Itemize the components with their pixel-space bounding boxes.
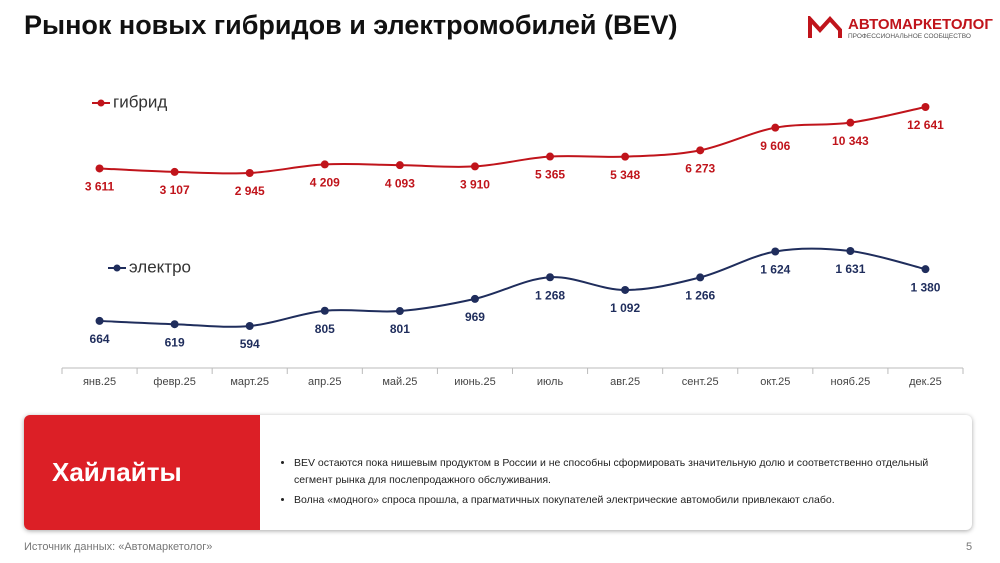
data-label: 969 [465,310,485,324]
x-tick-label: май.25 [382,376,417,388]
point [470,162,479,171]
point [771,123,780,132]
point [470,294,479,303]
point [170,320,179,329]
point [921,103,930,111]
highlights-list: BEV остаются пока нишевым продуктом в Ро… [282,455,964,512]
point [170,167,179,176]
data-label: 1 380 [910,280,940,294]
point [395,307,404,316]
highlights-panel: Хайлайты [24,415,260,530]
x-tick-label: февр.25 [153,376,195,388]
logo-icon [808,16,842,38]
logo-name: АВТОМАРКЕТОЛОГ [848,16,993,33]
point [320,306,329,315]
series-line [99,247,926,328]
data-label: 594 [240,337,260,351]
data-label: 664 [90,332,110,346]
legend-label: электро [129,257,191,276]
point [546,152,555,161]
source: Источник данных: «Автомаркетолог» [24,541,213,553]
x-tick-label: июль [537,376,564,388]
legend-label: гибрид [113,92,167,111]
x-tick-label: июнь.25 [454,376,496,388]
point [921,265,930,274]
data-label: 5 365 [535,168,565,182]
data-label: 3 107 [160,183,190,197]
bullet: Волна «модного» спроса прошла, а прагмат… [294,492,964,509]
data-label: 805 [315,322,335,336]
legend-dot [97,99,105,107]
x-tick-label: янв.25 [83,376,116,388]
highlights: Хайлайты BEV остаются пока нишевым проду… [24,415,972,530]
data-label: 801 [390,322,410,336]
x-tick-label: сент.25 [682,376,719,388]
point [621,152,630,161]
point [771,247,780,256]
data-label: 3 910 [460,178,490,192]
data-label: 12 641 [907,118,944,132]
data-label: 2 945 [235,184,265,198]
highlights-title: Хайлайты [52,457,182,487]
data-label: 4 093 [385,176,415,190]
data-label: 5 348 [610,168,640,182]
point [245,169,254,177]
point [245,322,254,330]
data-label: 3 611 [85,180,115,194]
point [546,273,555,282]
point [621,285,630,294]
point [395,161,404,170]
point [320,160,329,169]
data-label: 1 092 [610,301,640,315]
x-tick-label: авг.25 [610,376,640,388]
point [846,247,855,255]
point [95,164,104,173]
data-label: 6 273 [685,162,715,176]
data-label: 1 624 [760,263,790,277]
x-tick-label: март.25 [230,376,269,388]
point [846,118,855,127]
data-label: 1 266 [685,289,715,303]
x-tick-label: дек.25 [909,376,942,388]
x-tick-label: апр.25 [308,376,341,388]
logo-tagline: ПРОФЕССИОНАЛЬНОЕ СООБЩЕСТВО [848,33,971,40]
data-label: 619 [165,335,185,349]
point [696,146,705,155]
x-tick-label: нояб.25 [831,376,871,388]
bullet: BEV остаются пока нишевым продуктом в Ро… [294,455,964,489]
slide-title: Рынок новых гибридов и электромобилей (B… [24,10,678,40]
x-tick-label: окт.25 [760,376,790,388]
chart: янв.25 февр.25 март.25 апр.25 май.25 июнь.25 и… [61,92,964,388]
page-number: 5 [966,541,973,553]
point [696,273,705,282]
legend-dot [113,264,121,272]
data-label: 9 606 [760,139,790,153]
data-label: 1 268 [535,288,565,302]
data-label: 10 343 [832,134,869,148]
data-label: 4 209 [310,176,340,190]
series-line [99,106,926,175]
point [95,316,104,325]
data-label: 1 631 [835,262,865,276]
